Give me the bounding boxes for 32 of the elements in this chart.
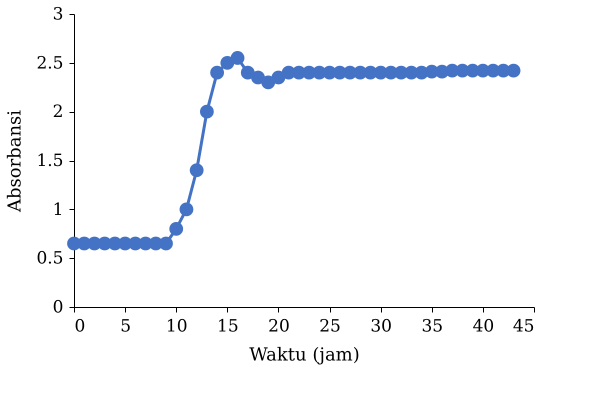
point (200, 104, 214, 119)
y-tick-label: 0.5 (36, 248, 64, 269)
x-tick-label: 20 (268, 316, 290, 336)
point (261, 75, 276, 90)
point (240, 66, 255, 80)
y-tick-label: 1.5 (36, 151, 64, 171)
y-axis-title: Absorbansi (4, 110, 26, 214)
x-tick-label: 30 (370, 316, 392, 336)
x-tick-label: 0 (74, 316, 86, 336)
point (210, 66, 224, 80)
x-tick-label: 10 (166, 316, 188, 336)
point (159, 236, 173, 250)
point (251, 70, 265, 84)
point (230, 51, 244, 65)
x-tick-label: 45 (512, 316, 534, 336)
x-tick-label: 35 (421, 316, 444, 336)
point (272, 70, 286, 84)
y-tick-label: 3 (52, 4, 64, 24)
x-tick-label: 40 (472, 316, 494, 336)
y-tick-label: 1 (52, 200, 64, 220)
point (190, 163, 204, 178)
point (180, 202, 194, 216)
y-tick-label: 2.5 (36, 53, 64, 74)
x-tick-label: 25 (319, 316, 341, 336)
y-tick-label: 2 (52, 102, 64, 122)
point (169, 222, 184, 236)
x-axis-title: Waktu (jam) (249, 344, 360, 366)
point (506, 64, 520, 78)
y-tick-label: 0 (52, 298, 64, 318)
x-tick-label: 5 (120, 316, 132, 336)
x-tick-label: 15 (217, 316, 239, 336)
point (220, 56, 234, 70)
